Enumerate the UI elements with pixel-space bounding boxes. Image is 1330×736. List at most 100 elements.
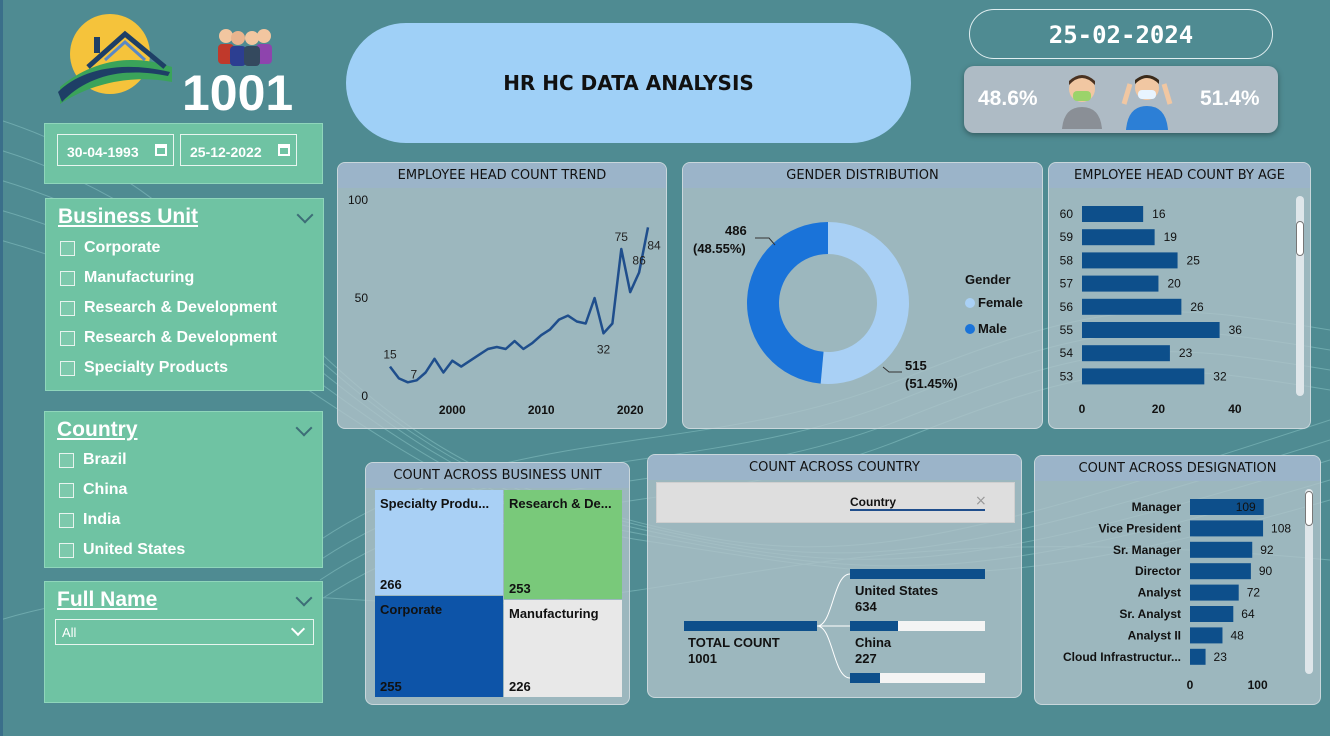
business-unit-treemap: Specialty Produ... 266 Research & De... 253… [375,490,623,698]
age-bar [1082,252,1178,269]
designation-value-label: 109 [1236,500,1256,514]
treemap-tile-value: 253 [509,581,531,596]
slicer-option[interactable]: India [59,510,120,530]
designation-bar [1190,520,1264,537]
country-filter-bar[interactable]: Country × [656,482,1015,523]
total-count-value: 1001 [688,651,717,666]
report-date: 25-02-2024 [969,9,1273,59]
close-icon[interactable]: × [975,493,987,509]
option-label: Manufacturing [84,269,195,286]
treemap-tile-value: 266 [380,577,402,592]
option-label: Research & Development [84,299,277,316]
full-name-dropdown[interactable]: All [55,619,314,645]
legend-item-female[interactable]: Female [965,295,1023,310]
age-category-label: 58 [1060,253,1074,267]
chevron-down-icon[interactable] [295,419,313,437]
chevron-down-icon[interactable] [296,206,314,224]
panel-title: COUNT ACROSS COUNTRY [648,455,1021,480]
male-pct-label: (48.55%) [693,241,746,256]
headcount-by-age-panel: EMPLOYEE HEAD COUNT BY AGE 60 16 59 19 58 25 5… [1048,162,1311,429]
total-count-bar[interactable] [684,621,817,631]
designation-value-label: 90 [1259,564,1273,578]
checkbox[interactable] [59,512,74,528]
date-range-slicer: 30-04-1993 25-12-2022 [44,123,323,184]
country-filter-label: Country [850,495,985,511]
treemap-tile-value: 226 [509,679,531,694]
designation-bar [1190,648,1206,665]
donut-slice-female [820,222,909,384]
country-bar [850,673,880,683]
treemap-tile[interactable]: Research & De... 253 [504,490,622,599]
checkbox[interactable] [60,270,75,286]
scrollbar-track[interactable] [1305,489,1313,674]
designation-panel: COUNT ACROSS DESIGNATION Manager 109 Vice … [1034,455,1321,705]
checkbox[interactable] [60,330,75,346]
age-bar [1082,368,1205,385]
country-bar-track[interactable] [850,569,985,579]
gender-donut-chart [746,222,909,384]
checkbox[interactable] [59,482,74,498]
treemap-tile[interactable]: Manufacturing 226 [504,600,622,697]
end-date-input[interactable]: 25-12-2022 [180,134,297,166]
country-bar-track[interactable] [850,621,985,631]
full-name-slicer: Full Name All [44,581,323,703]
slicer-option[interactable]: China [59,480,127,500]
end-date-value: 25-12-2022 [190,144,262,160]
x-tick-label: 100 [1248,678,1268,692]
designation-label: Director [1135,564,1181,578]
chevron-down-icon[interactable] [295,589,313,607]
slicer-option[interactable]: Corporate [60,238,160,258]
option-label: Research & Development [84,329,277,346]
designation-bar [1190,563,1251,580]
treemap-tile[interactable]: Corporate 255 [375,596,503,697]
country-bar-track[interactable] [850,673,985,683]
option-label: Specialty Products [84,359,229,376]
checkbox[interactable] [59,542,74,558]
calendar-icon[interactable] [155,144,167,156]
age-value-label: 32 [1213,369,1227,383]
scrollbar-track[interactable] [1296,196,1304,396]
slicer-option[interactable]: Specialty Products [60,358,228,378]
country-label: China [855,635,892,650]
slicer-option[interactable]: United States [59,540,185,560]
age-bar [1082,322,1220,338]
treemap-tile[interactable]: Specialty Produ... 266 [375,490,503,595]
checkbox[interactable] [60,300,75,316]
x-tick-label: 20 [1152,402,1166,416]
x-tick-label: 2010 [528,403,555,417]
panel-title: COUNT ACROSS DESIGNATION [1035,456,1320,481]
age-category-label: 56 [1060,300,1074,314]
slicer-option[interactable]: Manufacturing [60,268,194,288]
age-category-label: 53 [1060,369,1074,383]
country-panel: COUNT ACROSS COUNTRY Country × TOTAL COU… [647,454,1022,698]
checkbox[interactable] [60,360,75,376]
designation-value-label: 23 [1214,650,1228,664]
designation-bar [1190,627,1223,644]
designation-label: Vice President [1099,521,1182,535]
legend-item-male[interactable]: Male [965,321,1007,336]
slicer-option[interactable]: Brazil [59,450,127,470]
scrollbar-thumb[interactable] [1305,491,1313,526]
checkbox[interactable] [60,240,75,256]
designation-value-label: 64 [1241,607,1255,621]
age-category-label: 55 [1060,323,1074,337]
calendar-icon[interactable] [278,144,290,156]
designation-label: Manager [1132,500,1182,514]
age-category-label: 59 [1060,230,1074,244]
slicer-option[interactable]: Research & Development [60,298,277,318]
start-date-input[interactable]: 30-04-1993 [57,134,174,166]
female-value-label: 515 [905,358,927,373]
checkbox[interactable] [59,452,74,468]
chevron-down-icon[interactable] [290,621,306,637]
headcount-kpi: 1001 [182,65,294,121]
female-percent: 48.6% [978,87,1038,110]
scrollbar-thumb[interactable] [1296,221,1304,256]
option-label: China [83,481,128,498]
data-label: 86 [632,254,646,268]
person-mask-icon [1121,75,1173,130]
designation-bar [1190,541,1253,558]
data-label: 84 [647,238,661,252]
slicer-option[interactable]: Research & Development [60,328,277,348]
decomposition-links [816,573,851,679]
